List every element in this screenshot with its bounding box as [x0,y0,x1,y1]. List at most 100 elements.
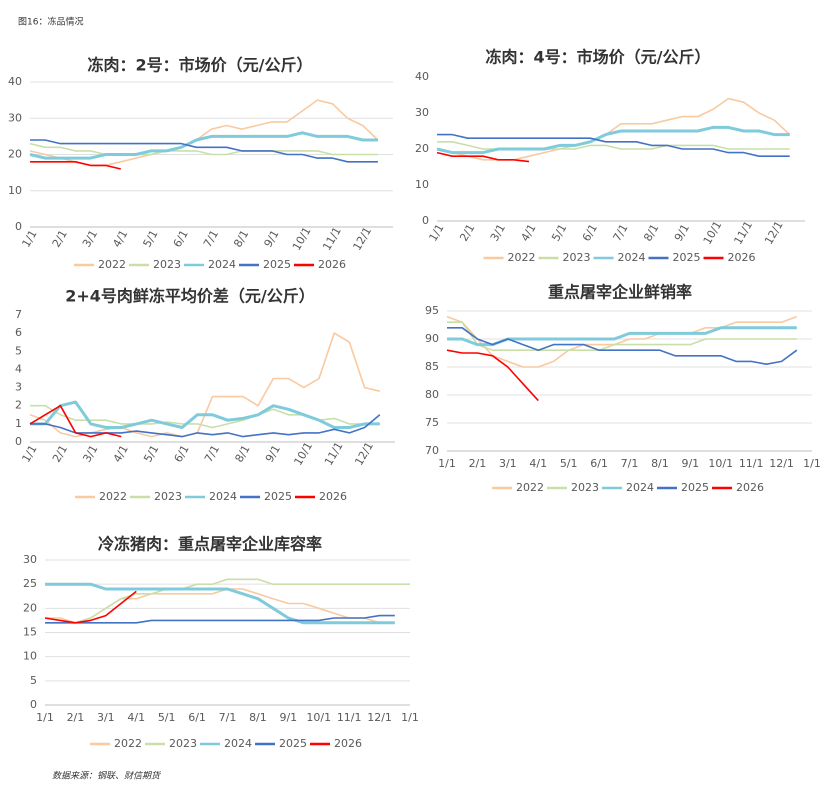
x-tick-label: 11/1 [322,440,346,468]
x-tick-label: 6/1 [590,457,608,470]
y-tick-label: 4 [15,362,22,375]
legend-label: 2026 [319,490,347,503]
y-tick-label: 40 [415,70,429,83]
x-tick-label: 9/1 [263,443,283,465]
x-tick-label: 10/1 [292,440,316,468]
x-tick-label: 6/1 [188,711,206,724]
x-tick-label: 3/1 [80,228,100,250]
x-tick-label: 1/1 [20,228,40,250]
y-tick-label: 10 [8,184,22,197]
x-tick-label: 12/1 [352,440,376,468]
y-tick-label: 1 [15,417,22,430]
x-tick-label: 1/1 [427,222,447,244]
x-tick-label: 8/1 [651,457,669,470]
legend-label: 2024 [224,737,252,750]
x-tick-label: 7/1 [201,228,221,250]
series-line [29,131,378,160]
y-tick-label: 30 [23,553,37,566]
x-tick-label: 5/1 [141,228,161,250]
legend-label: 2024 [209,490,237,503]
y-tick-label: 70 [425,444,439,457]
x-tick-label: 3/1 [499,457,517,470]
y-tick-label: 10 [23,650,37,663]
series-line [30,161,121,170]
y-tick-label: 30 [415,106,429,119]
series-line [45,578,410,624]
source: 数据来源：钢联、财信期货 [52,771,162,782]
x-tick-label: 2/1 [67,711,85,724]
x-tick-label: 3/1 [488,222,508,244]
x-tick-label: 11/1 [739,457,764,470]
y-tick-label: 20 [23,601,37,614]
series-line [437,141,790,150]
y-tick-label: 75 [425,416,439,429]
legend-label: 2023 [169,737,197,750]
legend-label: 2023 [154,490,182,503]
x-tick-label: 9/1 [262,228,282,250]
series-line [30,400,380,429]
x-tick-label: 8/1 [232,443,252,465]
series-line [29,332,380,438]
x-tick-label: 10/1 [290,225,314,253]
legend-label: 2026 [728,251,756,264]
series-line [29,99,379,167]
y-tick-label: 0 [422,214,429,227]
legend-label: 2022 [98,258,126,271]
legend-label: 2022 [508,251,536,264]
x-tick-label: 2/1 [469,457,487,470]
x-tick-label: 8/1 [231,228,251,250]
chart-title: 冷冻猪肉：重点屠宰企业库容率 [98,535,322,554]
x-tick-label: 12/1 [769,457,794,470]
x-tick-label: 5/1 [158,711,176,724]
x-tick-label: 2/1 [457,222,477,244]
y-tick-label: 10 [415,178,429,191]
series-line [447,321,797,351]
series-line [436,151,530,163]
y-tick-label: 20 [415,142,429,155]
y-tick-label: 6 [15,326,22,339]
x-tick-label: 9/1 [672,222,692,244]
y-tick-label: 20 [8,148,22,161]
x-tick-label: 8/1 [249,711,267,724]
x-tick-label: 12/1 [367,711,392,724]
x-tick-label: 4/1 [519,222,539,244]
x-tick-label: 5/1 [141,443,161,465]
x-tick-label: 1/1 [20,443,40,465]
legend-label: 2023 [563,251,591,264]
x-tick-label: 11/1 [337,711,362,724]
series-line [45,582,395,625]
legend-label: 2024 [208,258,236,271]
chart-title: 冻肉：4号：市场价（元/公斤） [486,48,711,67]
y-tick-label: 30 [8,111,22,124]
legend-label: 2025 [279,737,307,750]
y-tick-label: 2 [15,399,22,412]
y-tick-label: 7 [15,308,22,321]
series-line [446,315,798,368]
x-tick-label: 3/1 [80,443,100,465]
x-tick-label: 5/1 [549,222,569,244]
x-tick-label: 2/1 [50,443,70,465]
chart-title: 重点屠宰企业鲜销率 [548,283,692,302]
series-line [446,349,539,402]
series-line [44,590,137,624]
legend-label: 2022 [114,737,142,750]
x-tick-label: 10/1 [708,457,733,470]
x-tick-label: 3/1 [97,711,115,724]
y-tick-label: 0 [30,698,37,711]
x-tick-label: 12/1 [762,219,786,247]
series-line [45,614,395,624]
y-tick-label: 3 [15,381,22,394]
y-tick-label: 80 [425,388,439,401]
y-tick-label: 15 [23,626,37,639]
x-tick-label: 1/1 [803,457,821,470]
y-tick-label: 40 [8,75,22,88]
x-tick-label: 1/1 [401,711,419,724]
x-tick-label: 11/1 [731,219,755,247]
series-line [29,404,122,438]
chart-title: 2+4号肉鲜冻平均价差（元/公斤） [65,287,315,306]
series-line [30,414,381,438]
y-tick-label: 5 [15,344,22,357]
x-tick-label: 7/1 [202,443,222,465]
